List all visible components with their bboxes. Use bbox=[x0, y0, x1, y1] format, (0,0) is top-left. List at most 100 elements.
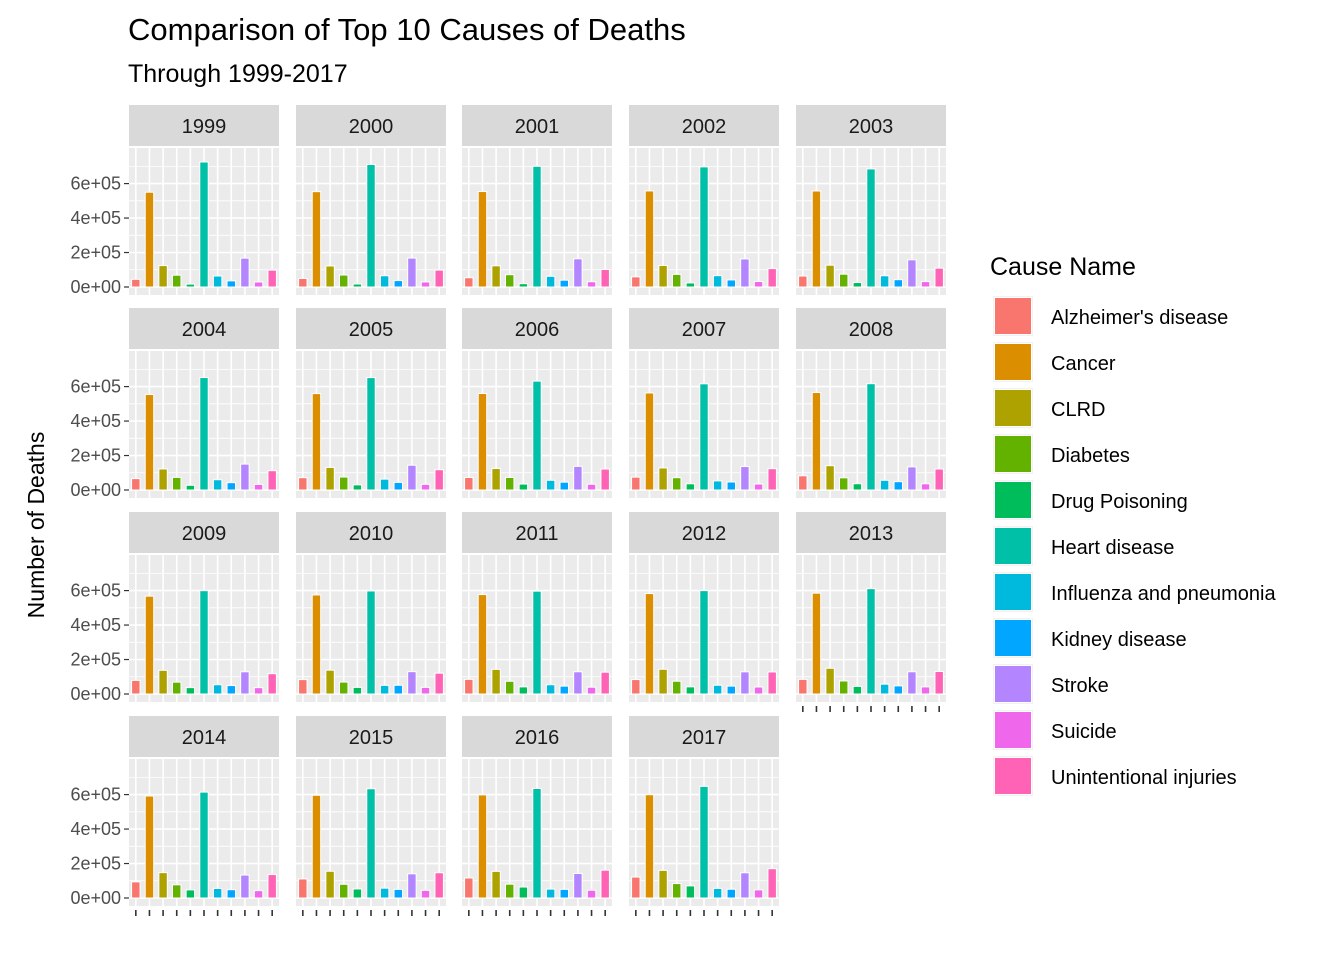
bar-2006-4 bbox=[518, 483, 529, 491]
bar-1999-9 bbox=[253, 281, 264, 288]
bar-2016-2 bbox=[491, 870, 501, 899]
bar-2002-5 bbox=[699, 166, 709, 288]
bar-2008-1 bbox=[811, 392, 822, 491]
facet-panel-2015: 2015 bbox=[296, 716, 446, 916]
bar-2003-8 bbox=[907, 259, 917, 288]
bar-2015-0 bbox=[298, 878, 308, 899]
legend-swatch bbox=[994, 389, 1032, 427]
facet-strip bbox=[462, 105, 612, 146]
bar-2011-3 bbox=[505, 680, 515, 695]
facet-panel-2006: 2006 bbox=[462, 308, 612, 498]
legend: Cause Name Alzheimer's disease Cancer CLRD… bbox=[990, 253, 1276, 796]
facet-strip bbox=[296, 716, 446, 757]
bar-2005-4 bbox=[352, 484, 363, 491]
facet-strip bbox=[796, 308, 946, 349]
bar-2004-3 bbox=[172, 476, 182, 491]
bar-2010-5 bbox=[366, 590, 376, 695]
facet-strip bbox=[462, 308, 612, 349]
bar-2013-3 bbox=[839, 680, 849, 695]
bar-2000-6 bbox=[379, 275, 390, 288]
bar-2013-4 bbox=[852, 685, 863, 695]
bar-2002-6 bbox=[712, 275, 723, 288]
facet-panel-2001: 2001 bbox=[462, 105, 612, 295]
bar-2013-2 bbox=[825, 667, 835, 695]
bar-1999-0 bbox=[131, 278, 141, 288]
bar-2000-10 bbox=[434, 269, 444, 288]
bar-2006-2 bbox=[491, 468, 501, 491]
bar-2013-1 bbox=[811, 592, 822, 695]
bar-2000-5 bbox=[366, 163, 376, 288]
bar-2003-7 bbox=[893, 279, 904, 288]
bar-2014-7 bbox=[226, 889, 237, 899]
facet-strip bbox=[629, 512, 779, 553]
bar-2002-4 bbox=[685, 282, 696, 288]
facet-strip-label: 2013 bbox=[849, 523, 894, 545]
bar-2012-9 bbox=[753, 686, 764, 695]
legend-swatch bbox=[994, 435, 1032, 473]
facet-panel-2011: 2011 bbox=[462, 512, 612, 702]
bar-2014-6 bbox=[212, 887, 223, 899]
bar-2004-0 bbox=[131, 478, 141, 491]
facet-strip bbox=[296, 308, 446, 349]
bar-2009-2 bbox=[158, 669, 168, 695]
bar-2004-7 bbox=[226, 482, 237, 491]
facet-strip-label: 2017 bbox=[682, 727, 727, 749]
bar-2012-1 bbox=[644, 593, 655, 695]
bar-2000-3 bbox=[339, 274, 349, 288]
bar-2003-3 bbox=[839, 273, 849, 288]
bar-2004-2 bbox=[158, 468, 168, 491]
bar-2011-6 bbox=[545, 684, 556, 695]
bar-2008-6 bbox=[879, 479, 890, 491]
bar-2000-2 bbox=[325, 265, 335, 288]
bar-2001-2 bbox=[491, 265, 501, 288]
bar-2010-8 bbox=[407, 671, 417, 695]
bar-2007-9 bbox=[753, 483, 764, 491]
facet-strip-label: 2014 bbox=[182, 727, 227, 749]
y-tick-label: 0e+00 bbox=[70, 888, 121, 908]
bar-2012-2 bbox=[658, 668, 668, 695]
facet-strip bbox=[462, 512, 612, 553]
legend-label: Influenza and pneumonia bbox=[1051, 583, 1276, 605]
legend-label: Alzheimer's disease bbox=[1051, 307, 1228, 329]
facet-strip-label: 2003 bbox=[849, 116, 894, 138]
facet-strip-label: 2011 bbox=[515, 523, 558, 545]
bar-2006-10 bbox=[600, 468, 610, 491]
bar-2001-5 bbox=[532, 165, 542, 288]
bar-2015-4 bbox=[352, 888, 363, 899]
bar-2012-0 bbox=[631, 679, 641, 695]
facet-strip bbox=[129, 105, 279, 146]
bar-2014-5 bbox=[199, 791, 209, 899]
facet-panel-2004: 2004 0e+00 2e+05 4e+05 6e+05 bbox=[70, 308, 279, 500]
bar-2006-6 bbox=[545, 479, 556, 491]
bar-2009-0 bbox=[131, 679, 141, 695]
bar-2001-0 bbox=[464, 277, 474, 288]
legend-label: Heart disease bbox=[1051, 537, 1174, 559]
bar-2008-7 bbox=[893, 481, 904, 491]
y-tick-label: 0e+00 bbox=[70, 684, 121, 704]
bar-2008-3 bbox=[839, 477, 849, 491]
facet-strip-label: 2009 bbox=[182, 523, 227, 545]
facet-panel-2013: 2013 bbox=[796, 512, 946, 712]
legend-swatch bbox=[994, 343, 1032, 381]
bar-2001-6 bbox=[545, 275, 556, 288]
bar-1999-8 bbox=[240, 257, 250, 288]
bar-2006-9 bbox=[586, 483, 597, 491]
bar-2002-1 bbox=[644, 190, 655, 288]
legend-label: Drug Poisoning bbox=[1051, 491, 1188, 513]
bar-2002-2 bbox=[658, 264, 668, 288]
bar-2001-9 bbox=[586, 281, 597, 288]
bar-2015-10 bbox=[434, 872, 444, 899]
facet-strip bbox=[296, 105, 446, 146]
facet-panel-2002: 2002 bbox=[629, 105, 779, 295]
bar-2009-7 bbox=[226, 685, 237, 695]
bar-2002-7 bbox=[726, 279, 737, 288]
facet-strip bbox=[629, 105, 779, 146]
facet-panel-2005: 2005 bbox=[296, 308, 446, 498]
bar-2007-1 bbox=[644, 392, 655, 491]
y-tick-label: 4e+05 bbox=[70, 819, 121, 839]
bar-2015-8 bbox=[407, 873, 417, 899]
bar-2016-7 bbox=[559, 888, 570, 899]
bar-2008-2 bbox=[825, 465, 835, 491]
bar-2003-5 bbox=[866, 168, 876, 288]
bar-2010-9 bbox=[420, 686, 431, 695]
